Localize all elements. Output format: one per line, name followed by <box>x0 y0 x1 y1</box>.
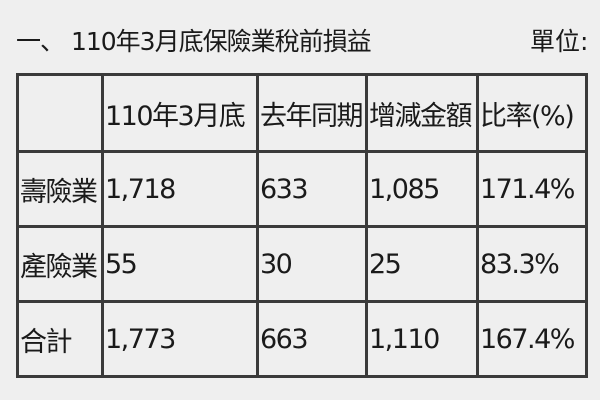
cell-change: 1,085 <box>365 150 479 228</box>
row-label: 壽險業 <box>16 150 104 228</box>
header-cell-last-year: 去年同期 <box>256 73 368 153</box>
row-label: 合計 <box>16 300 104 378</box>
profit-table: 110年3月底 去年同期 增減金額 比率(%) 壽險業 1,718 633 1,… <box>16 73 588 378</box>
unit-label: 單位: <box>530 27 589 56</box>
cell-last-year: 30 <box>256 225 368 303</box>
row-label: 產險業 <box>16 225 104 303</box>
cell-ratio: 83.3% <box>476 225 588 303</box>
cell-current: 55 <box>101 225 259 303</box>
cell-change: 1,110 <box>365 300 479 378</box>
table-row: 產險業 55 30 25 83.3% <box>16 225 588 303</box>
cell-last-year: 663 <box>256 300 368 378</box>
header-cell-empty <box>16 73 104 153</box>
cell-ratio: 167.4% <box>476 300 588 378</box>
cell-current: 1,718 <box>101 150 259 228</box>
header-cell-current: 110年3月底 <box>101 73 259 153</box>
cell-ratio: 171.4% <box>476 150 588 228</box>
table-row: 壽險業 1,718 633 1,085 171.4% <box>16 150 588 228</box>
cell-last-year: 633 <box>256 150 368 228</box>
cell-current: 1,773 <box>101 300 259 378</box>
section-title: 一、 110年3月底保險業稅前損益 <box>16 27 372 56</box>
header-row: 110年3月底 去年同期 增減金額 比率(%) <box>16 73 588 153</box>
table-row-total: 合計 1,773 663 1,110 167.4% <box>16 300 588 378</box>
header-cell-change: 增減金額 <box>365 73 479 153</box>
header-cell-ratio: 比率(%) <box>476 73 588 153</box>
cell-change: 25 <box>365 225 479 303</box>
